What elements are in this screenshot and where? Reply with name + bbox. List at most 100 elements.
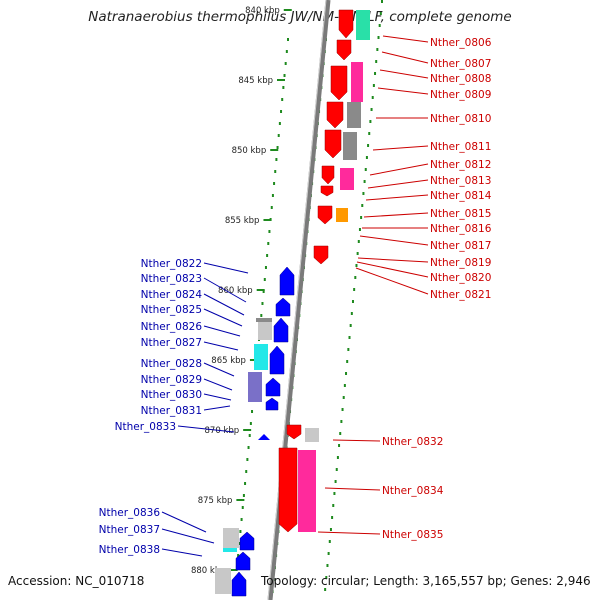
tick-dot bbox=[360, 216, 363, 219]
scale-label: 860 kbp bbox=[218, 286, 253, 296]
right-leader-line bbox=[379, 69, 429, 79]
tick-dot bbox=[374, 72, 377, 75]
tick-dot bbox=[339, 432, 342, 435]
tick-dot bbox=[377, 36, 380, 39]
right-leader-line bbox=[359, 235, 429, 246]
right-gene-label: Nther_0808 bbox=[430, 73, 491, 85]
tick-dot bbox=[260, 314, 263, 317]
left-leader-line bbox=[203, 293, 245, 316]
tick-dot bbox=[270, 206, 273, 209]
left-leader-line bbox=[203, 393, 232, 401]
gene-box-light-grey bbox=[215, 568, 231, 594]
right-gene-label: Nther_0810 bbox=[430, 113, 491, 125]
tick-dot bbox=[266, 254, 269, 257]
forward-gene-arrow bbox=[326, 101, 344, 129]
scale-label: 865 kbp bbox=[211, 356, 246, 366]
left-gene-label: Nther_0822 bbox=[141, 258, 202, 270]
tick-dot bbox=[326, 564, 329, 567]
forward-gene-arrow bbox=[321, 165, 335, 185]
small-gene-arrow bbox=[258, 434, 270, 440]
left-leader-line bbox=[203, 277, 247, 303]
right-leader-line bbox=[377, 87, 429, 95]
scale-label: 880 kbp bbox=[191, 566, 226, 576]
accession-text: Accession: NC_010718 bbox=[8, 574, 145, 588]
scale-label: 850 kbp bbox=[232, 146, 267, 156]
right-leader-line bbox=[332, 439, 381, 442]
tick-dot bbox=[341, 408, 344, 411]
tick-dot bbox=[363, 180, 366, 183]
tick-dot bbox=[287, 38, 289, 41]
gene-box-light-grey bbox=[258, 318, 272, 340]
tick-dot bbox=[372, 84, 375, 87]
tick-dot bbox=[247, 446, 250, 449]
tick-dot bbox=[336, 456, 339, 459]
tick-dot bbox=[367, 144, 370, 147]
tick-dot bbox=[358, 228, 361, 231]
tick-dot bbox=[371, 96, 374, 99]
tick-dot bbox=[283, 74, 286, 77]
left-leader-line bbox=[203, 362, 235, 377]
tick-dot bbox=[282, 86, 285, 89]
tick-dot bbox=[240, 518, 243, 521]
left-leader-line bbox=[161, 528, 215, 544]
right-gene-label: Nther_0806 bbox=[430, 37, 492, 49]
right-leader-line bbox=[365, 194, 429, 201]
tick-dot bbox=[345, 372, 348, 375]
left-leader-line bbox=[203, 262, 249, 274]
map-title: Natranaerobius thermophilus JW/NM-WN-LF,… bbox=[88, 9, 512, 25]
tick-dot bbox=[334, 480, 337, 483]
gene-box-purple bbox=[248, 372, 262, 402]
tick-dot bbox=[362, 192, 365, 195]
tick-dot bbox=[274, 170, 277, 173]
reverse-gene-arrow bbox=[239, 531, 255, 551]
tick-dot bbox=[365, 156, 368, 159]
tick-dot bbox=[262, 290, 265, 293]
forward-gene-arrow bbox=[330, 65, 348, 101]
tick-dot bbox=[351, 300, 354, 303]
tick-dot bbox=[248, 434, 251, 437]
left-gene-label: Nther_0828 bbox=[141, 358, 202, 370]
forward-gene-arrow bbox=[336, 39, 352, 61]
tick-dot bbox=[364, 168, 367, 171]
right-leader-line bbox=[356, 261, 429, 278]
left-gene-label: Nther_0829 bbox=[141, 374, 202, 386]
gene-box-grey bbox=[343, 132, 357, 160]
forward-gene-arrow bbox=[338, 9, 354, 39]
left-gene-label: Nther_0836 bbox=[99, 507, 161, 519]
tick-dot bbox=[264, 266, 267, 269]
gene-box-teal bbox=[356, 10, 370, 40]
tick-dot bbox=[329, 528, 332, 531]
tick-dot bbox=[353, 288, 356, 291]
right-gene-label: Nther_0817 bbox=[430, 240, 491, 252]
left-leader-line bbox=[203, 325, 241, 337]
tick-dot bbox=[356, 252, 359, 255]
tick-dot bbox=[332, 504, 335, 507]
right-gene-label: Nther_0807 bbox=[430, 58, 491, 70]
tick-dot bbox=[333, 492, 336, 495]
tick-dot bbox=[368, 132, 371, 135]
right-gene-label: Nther_0811 bbox=[430, 141, 491, 153]
reverse-gene-arrow bbox=[265, 397, 279, 411]
left-leader-line bbox=[203, 405, 231, 411]
gene-box-cyan bbox=[254, 344, 268, 370]
tick-dot bbox=[242, 494, 245, 497]
right-leader-line bbox=[369, 163, 429, 176]
tick-dot bbox=[280, 110, 283, 113]
tick-dot bbox=[261, 302, 264, 305]
tick-dot bbox=[338, 444, 341, 447]
tick-dot bbox=[378, 24, 381, 27]
right-leader-line bbox=[381, 51, 429, 64]
forward-gene-arrow bbox=[320, 185, 334, 197]
gene-labels: Nther_0806 Nther_0807 Nther_0808 Nther_0809… bbox=[99, 37, 492, 556]
gene-box-orange bbox=[336, 208, 348, 222]
right-gene-label: Nther_0815 bbox=[430, 208, 491, 220]
right-gene-label: Nther_0832 bbox=[382, 436, 443, 448]
left-gene-label: Nther_0833 bbox=[115, 421, 176, 433]
tick-dot bbox=[278, 122, 281, 125]
right-gene-label: Nther_0816 bbox=[430, 223, 492, 235]
tick-dot bbox=[246, 458, 249, 461]
tick-dot bbox=[347, 348, 350, 351]
gene-box-magenta bbox=[351, 62, 363, 102]
left-leader-line bbox=[203, 341, 239, 351]
